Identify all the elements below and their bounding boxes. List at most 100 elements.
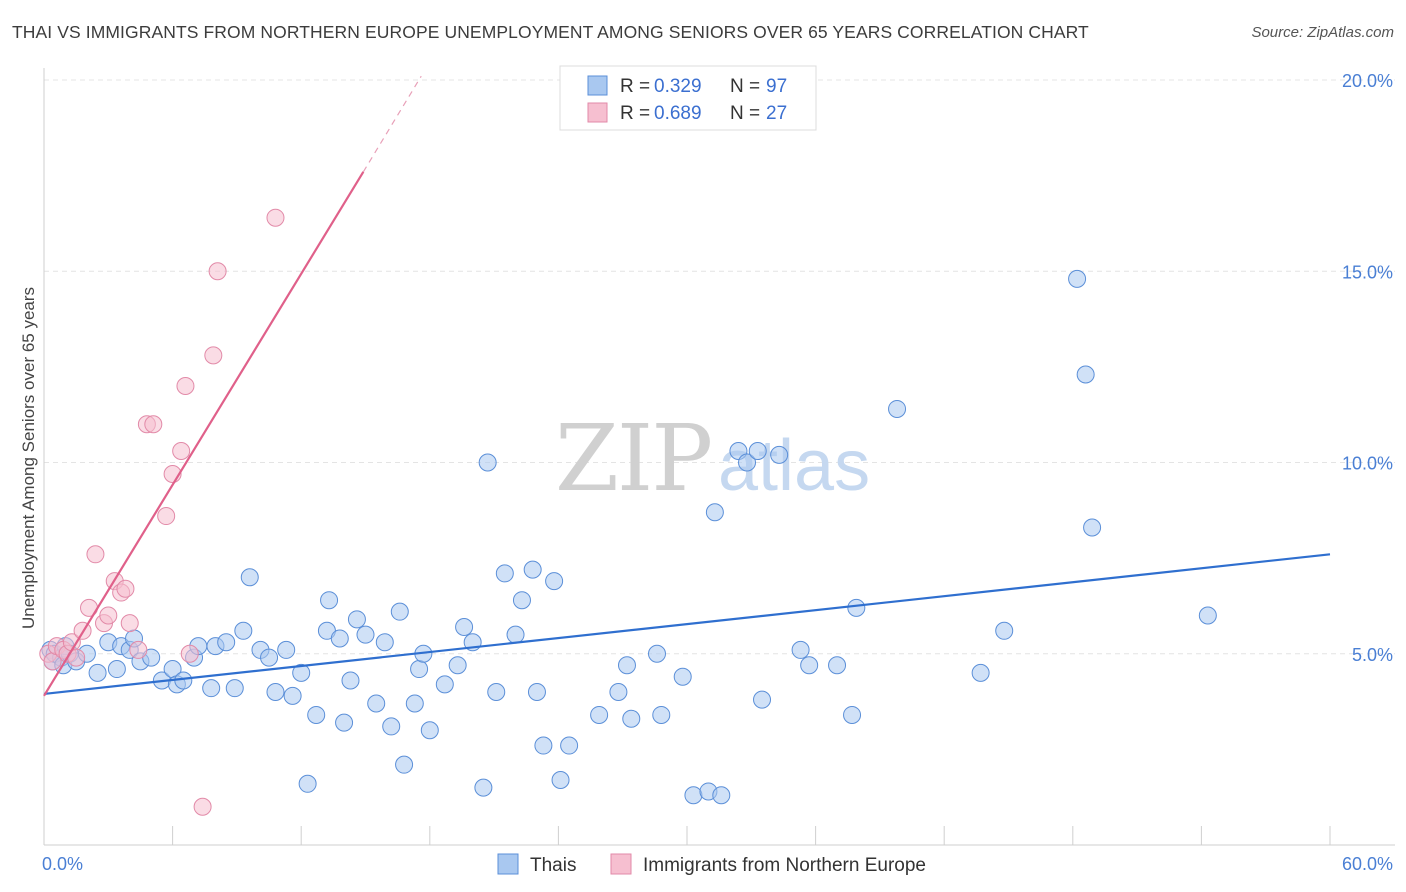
y-tick-label-0: 5.0% — [1352, 645, 1393, 665]
thai-point — [283, 686, 302, 705]
thai-point — [551, 770, 570, 789]
thai-point — [307, 705, 326, 724]
thai-point — [298, 774, 317, 793]
thai-point — [455, 617, 474, 636]
correlation-legend: R = 0.329 N = 97 R = 0.689 N = 27 — [559, 65, 817, 131]
legend-imm-n-label: N = — [730, 103, 760, 124]
legend-imm-n-value: 27 — [766, 103, 787, 124]
thai-point — [356, 625, 375, 644]
immigrant-trend-line — [43, 171, 365, 697]
thai-point — [1198, 606, 1217, 625]
watermark: ZIP atlas — [555, 405, 870, 512]
immigrant-point — [86, 545, 105, 564]
thai-point — [1083, 518, 1102, 537]
thai-point — [770, 445, 789, 464]
immigrant-point — [116, 579, 135, 598]
axes — [43, 68, 1395, 846]
immigrant-point — [144, 415, 163, 434]
thai-point — [843, 705, 862, 724]
thai-point — [828, 656, 847, 675]
thai-point — [995, 621, 1014, 640]
thai-point — [234, 621, 253, 640]
immigrant-point — [157, 507, 176, 526]
immigrant-point — [193, 797, 212, 816]
thai-point — [753, 690, 772, 709]
thai-point — [712, 786, 731, 805]
thai-point — [622, 709, 641, 728]
thai-point — [647, 644, 666, 663]
thai-point — [684, 786, 703, 805]
y-axis-label: Unemployment Among Seniors over 65 years — [19, 287, 38, 629]
thai-point — [506, 625, 525, 644]
legend-thai-n-value: 97 — [766, 76, 787, 97]
x-tick-label-1: 60.0% — [1342, 854, 1393, 874]
thai-point — [395, 755, 414, 774]
thai-point — [435, 675, 454, 694]
x-tick-label-0: 0.0% — [42, 854, 83, 874]
immigrant-point — [180, 644, 199, 663]
thai-point — [202, 679, 221, 698]
thai-point — [1068, 269, 1087, 288]
thai-point — [560, 736, 579, 755]
chart-title: THAI VS IMMIGRANTS FROM NORTHERN EUROPE … — [12, 22, 1089, 42]
gridlines — [44, 79, 1395, 655]
thai-point — [390, 602, 409, 621]
series-legend: Thais Immigrants from Northern Europe — [497, 853, 926, 876]
immigrant-point — [208, 262, 227, 281]
thai-point — [330, 629, 349, 648]
legend-imm-r-label: R = — [620, 103, 650, 124]
thai-point — [1076, 365, 1095, 384]
immigrant-point — [120, 614, 139, 633]
thai-point — [277, 640, 296, 659]
thai-point — [367, 694, 386, 713]
legend-thai-swatch — [587, 75, 608, 96]
thai-point — [341, 671, 360, 690]
thai-point — [107, 660, 126, 679]
legend-thais-label: Thais — [530, 855, 576, 876]
thai-point — [527, 683, 546, 701]
legend-imm-r-value: 0.689 — [654, 103, 702, 124]
tick-labels: 5.0% 10.0% 15.0% 20.0% 0.0% 60.0% — [42, 71, 1393, 874]
thai-point — [347, 610, 366, 629]
legend-immigrants-swatch — [610, 853, 632, 875]
thai-point — [266, 683, 285, 701]
legend-thai-n-label: N = — [730, 76, 760, 97]
thai-point — [225, 679, 244, 698]
legend-thais-swatch — [497, 853, 519, 875]
thai-point — [88, 663, 107, 682]
immigrant-trend-extension — [362, 75, 422, 173]
y-tick-label-2: 15.0% — [1342, 262, 1393, 282]
thai-point — [617, 656, 636, 675]
immigrant-point — [172, 442, 191, 461]
thai-point — [791, 640, 810, 659]
immigrant-points — [39, 208, 285, 816]
thai-point — [590, 705, 609, 724]
thai-point — [260, 648, 279, 667]
thai-point — [292, 663, 311, 682]
thai-point — [545, 572, 564, 591]
y-tick-label-1: 10.0% — [1342, 454, 1393, 474]
immigrant-point — [204, 346, 223, 365]
immigrant-point — [129, 640, 148, 659]
thai-point — [971, 663, 990, 682]
thai-point — [652, 705, 671, 724]
thai-point — [800, 656, 819, 675]
thai-point — [738, 453, 757, 472]
thai-point — [474, 778, 493, 797]
thai-point — [523, 560, 542, 579]
thai-point — [748, 442, 767, 461]
thai-point — [240, 568, 259, 587]
thai-point — [609, 683, 628, 701]
immigrant-point — [266, 208, 285, 227]
thai-point — [375, 633, 394, 652]
thai-point — [405, 694, 424, 713]
thai-point — [217, 633, 236, 652]
immigrant-point — [176, 377, 195, 395]
thai-point — [888, 399, 907, 418]
thai-point — [705, 503, 724, 522]
y-tick-label-3: 20.0% — [1342, 71, 1393, 91]
thai-point — [382, 717, 401, 736]
thai-point — [847, 598, 866, 617]
thai-point — [320, 591, 339, 610]
